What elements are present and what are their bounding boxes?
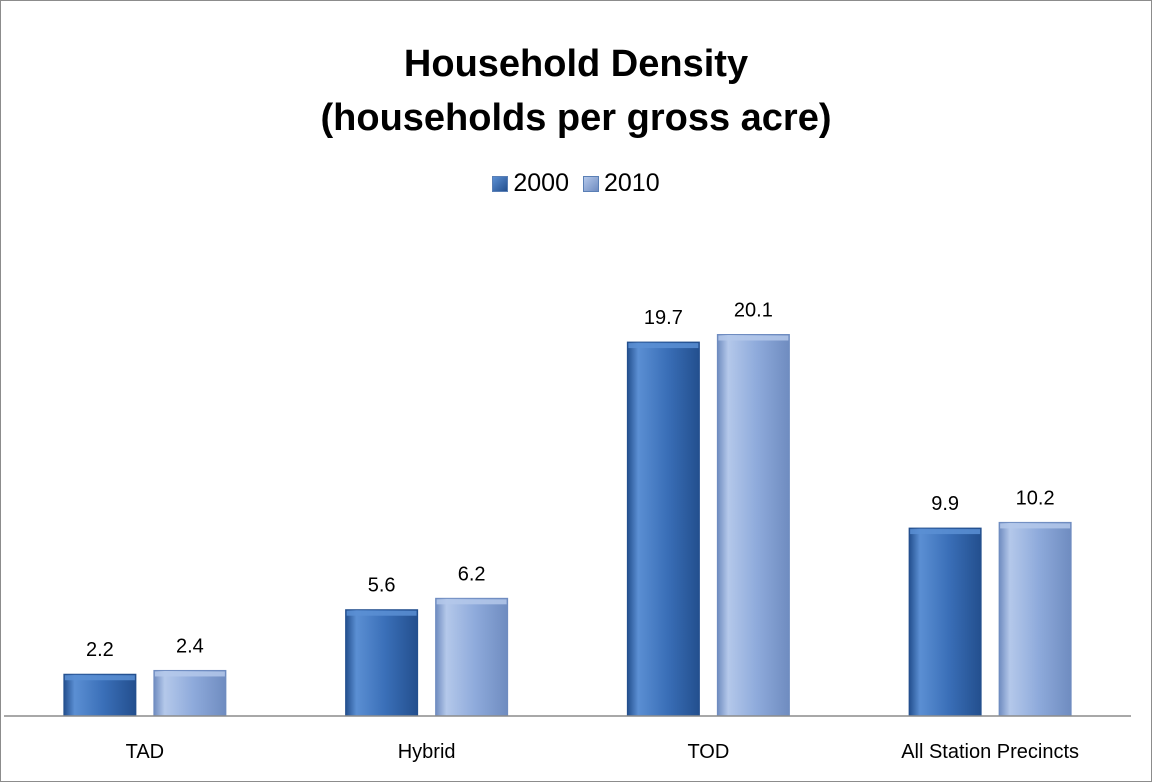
bar-bevel-tod-2000 [628,343,699,349]
category-label-tod: TOD [687,741,729,763]
bar-bevel-hybrid-2010 [436,599,507,605]
bar-bevel-tad-2010 [154,671,225,677]
chart-title-line2: (households per gross acre) [320,97,832,139]
legend-label-2010: 2010 [604,169,660,197]
data-label-all-station-precincts-2000: 9.9 [931,493,959,515]
chart-legend: 2000 2010 [1,169,1151,198]
legend-label-2000: 2000 [513,169,569,197]
bars-layer [63,334,1072,717]
data-label-tad-2010: 2.4 [176,635,204,657]
data-label-tod-2010: 20.1 [734,300,773,322]
bar-bevel-all-station-precincts-2010 [1000,523,1071,529]
category-labels-layer: TAD Hybrid TOD All Station Precincts [126,741,1079,763]
data-label-tad-2000: 2.2 [86,639,114,661]
bar-bevel-tad-2000 [64,675,135,681]
chart-title: Household Density (households per gross … [1,37,1151,145]
bar-bevel-all-station-precincts-2000 [910,529,981,535]
bar-all-station-precincts-2000 [908,527,982,717]
bar-all-station-precincts-2010 [998,521,1072,717]
legend-swatch-2010 [583,175,599,192]
bar-bevel-hybrid-2000 [346,610,417,616]
bar-hybrid-2000 [345,609,419,717]
category-label-all-station-precincts: All Station Precincts [901,741,1079,763]
chart-title-line1: Household Density [403,43,749,85]
data-label-hybrid-2010: 6.2 [458,563,486,585]
data-labels-layer: 2.2 2.4 5.6 6.2 19.7 20.1 9.9 10.2 [86,300,1055,662]
bar-bevel-tod-2010 [718,335,789,341]
legend-item-2010: 2010 [583,169,660,198]
data-label-hybrid-2000: 5.6 [368,575,396,597]
bar-tad-2000 [63,673,137,717]
data-label-tod-2000: 19.7 [644,307,683,329]
legend-swatch-2000 [492,175,509,192]
category-label-hybrid: Hybrid [398,741,456,763]
category-label-tad: TAD [126,741,165,763]
bar-tod-2000 [626,341,700,717]
bar-tod-2010 [716,334,790,717]
legend-item-2000: 2000 [492,169,569,198]
bar-hybrid-2010 [435,597,509,717]
bar-tad-2010 [153,669,227,717]
data-label-all-station-precincts-2010: 10.2 [1016,487,1055,509]
